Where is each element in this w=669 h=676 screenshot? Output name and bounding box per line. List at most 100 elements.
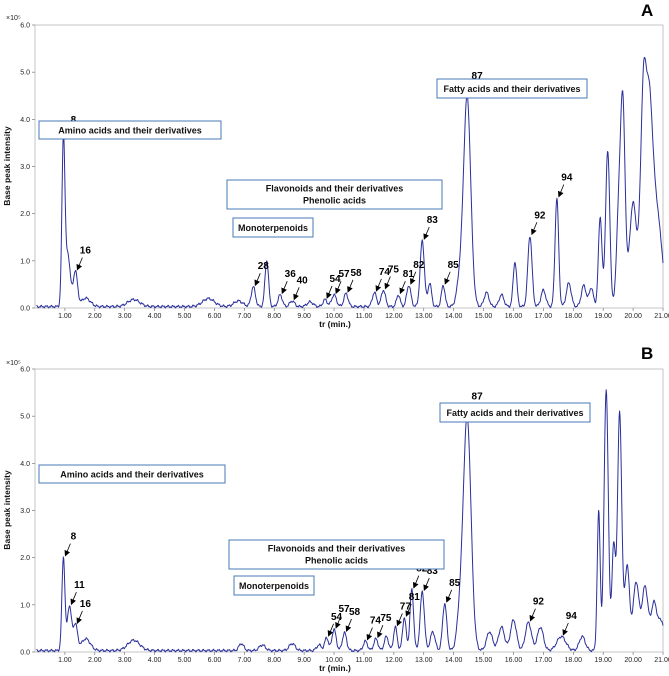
peak-94-arrow bbox=[557, 184, 565, 198]
panel-a-x-tick-label: 15.00 bbox=[475, 313, 493, 320]
peak-74-arrow bbox=[375, 278, 382, 292]
peak-57-label: 57 bbox=[338, 604, 350, 615]
panel-a-x-tick-label: 19.00 bbox=[594, 313, 612, 320]
panel-a-annotation-fatty-acids: Fatty acids and their derivatives bbox=[436, 78, 588, 99]
peak-75-arrow bbox=[377, 625, 384, 639]
panel-a-x-tick-label: 4.00 bbox=[148, 313, 162, 320]
panel-a-annotation-flavonoids: Flavonoids and their derivatives Phenoli… bbox=[226, 179, 443, 210]
panel-b-x-tick-label: 15.00 bbox=[475, 657, 493, 664]
peak-40-label: 40 bbox=[297, 275, 309, 286]
panel-b-x-axis-title: tr (min.) bbox=[319, 663, 351, 673]
panel-b-annotation-fatty-acids-text: Fatty acids and their derivatives bbox=[446, 408, 583, 418]
panel-a-x-tick-label: 18.00 bbox=[565, 313, 583, 320]
peak-8-label: 8 bbox=[71, 115, 77, 126]
peak-8-label: 8 bbox=[71, 532, 77, 543]
panel-a-annotation-phenolic-text: Phenolic acids bbox=[303, 196, 366, 206]
peak-11-arrow bbox=[70, 592, 77, 606]
peak-16-arrow bbox=[76, 610, 83, 624]
peak-54-label: 54 bbox=[331, 612, 343, 623]
panel-b-annotation-flavonoids-text: Flavonoids and their derivatives bbox=[268, 544, 406, 554]
panel-b-x-tick-label: 2.00 bbox=[88, 657, 102, 664]
panel-b: B ×10⁵ 1.00 2.00 3.00 4.00 5.00 6.00 7.00 8.00 9… bbox=[2, 344, 669, 673]
peak-94-label: 94 bbox=[561, 173, 573, 184]
panel-a-x-tick-label: 7.00 bbox=[238, 313, 252, 320]
peak-57-arrow bbox=[335, 615, 342, 629]
panel-a-x-tick-label: 12.00 bbox=[385, 313, 403, 320]
panel-a-y-tick-label: 2.0 bbox=[20, 211, 30, 218]
panel-a-x-tick-label: 1.00 bbox=[58, 313, 72, 320]
peak-74-arrow bbox=[366, 627, 373, 641]
panel-b-y-tick-label: 4.0 bbox=[20, 461, 30, 468]
panel-a-x-tick-label: 20.00 bbox=[624, 313, 642, 320]
panel-a-x-tick-label: 16.00 bbox=[505, 313, 523, 320]
panel-b-x-tick-label: 1.00 bbox=[58, 657, 72, 664]
peak-81-label: 81 bbox=[409, 592, 421, 603]
panel-a-x-tick-label: 10.00 bbox=[325, 313, 343, 320]
panel-a-x-tick-label: 11.00 bbox=[355, 313, 372, 320]
panel-a-chromatogram-trace bbox=[36, 56, 664, 309]
panel-a-x-tick-label: 13.00 bbox=[415, 313, 433, 320]
peak-77-label: 77 bbox=[400, 601, 412, 612]
peak-58-arrow bbox=[345, 618, 352, 632]
peak-57-label: 57 bbox=[338, 269, 350, 280]
panel-a-annotation-amino-acids: Amino acids and their derivatives bbox=[38, 120, 222, 140]
panel-b-peak-labels: 8111654575874757781828385879294 bbox=[64, 392, 578, 641]
panel-a-y-ticks: 0.0 1.0 2.0 3.0 4.0 5.0 6.0 bbox=[20, 23, 35, 313]
peak-92-label: 92 bbox=[534, 210, 546, 221]
panel-a-y-tick-label: 1.0 bbox=[20, 258, 30, 265]
panel-a-y-tick-label: 6.0 bbox=[20, 23, 30, 30]
peak-82-arrow bbox=[412, 575, 420, 589]
panel-b-y-tick-label: 1.0 bbox=[20, 602, 30, 609]
peak-92-label: 92 bbox=[533, 597, 545, 608]
panel-b-annotation-fatty-acids: Fatty acids and their derivatives bbox=[439, 402, 591, 423]
panel-b-x-tick-label: 13.00 bbox=[415, 657, 433, 664]
peak-58-label: 58 bbox=[349, 607, 361, 618]
peak-11-label: 11 bbox=[74, 580, 85, 591]
peak-54-label: 54 bbox=[330, 274, 342, 285]
peak-58-label: 58 bbox=[350, 268, 362, 279]
peak-94-arrow bbox=[562, 622, 569, 636]
peak-87-label: 87 bbox=[472, 392, 484, 403]
peak-54-arrow bbox=[326, 285, 333, 299]
peak-85-arrow bbox=[444, 271, 451, 285]
peak-81-label: 81 bbox=[403, 269, 415, 280]
panel-a-x-tick-label: 9.00 bbox=[297, 313, 311, 320]
peak-75-label: 75 bbox=[388, 264, 400, 275]
panel-b-y-unit: ×10⁵ bbox=[6, 360, 21, 367]
peak-85-arrow bbox=[445, 589, 453, 603]
panel-b-x-tick-label: 14.00 bbox=[445, 657, 463, 664]
peak-81-arrow bbox=[405, 603, 412, 617]
panel-a-x-tick-label: 17.00 bbox=[535, 313, 553, 320]
panel-b-y-tick-label: 0.0 bbox=[20, 650, 30, 657]
panel-b-x-tick-label: 4.00 bbox=[148, 657, 162, 664]
panel-b-x-tick-label: 11.00 bbox=[355, 657, 372, 664]
panel-a-y-tick-label: 5.0 bbox=[20, 70, 30, 77]
peak-75-label: 75 bbox=[380, 613, 392, 624]
panel-a-x-axis-title: tr (min.) bbox=[319, 319, 351, 329]
panel-a-annotation-amino-acids-text: Amino acids and their derivatives bbox=[58, 126, 202, 136]
peak-94-label: 94 bbox=[566, 611, 578, 622]
peak-36-label: 36 bbox=[285, 269, 297, 280]
peak-82-arrow bbox=[409, 271, 417, 285]
panel-b-annotation-monoterpenoids-text: Monoterpenoids bbox=[239, 581, 309, 591]
panel-b-x-tick-label: 21.00 bbox=[654, 657, 669, 664]
panel-a-x-tick-label: 3.00 bbox=[118, 313, 132, 320]
panel-b-x-tick-label: 6.00 bbox=[208, 657, 222, 664]
panel-b-x-tick-label: 10.00 bbox=[325, 657, 343, 664]
panel-b-annotation-phenolic-text: Phenolic acids bbox=[305, 556, 368, 566]
panel-a-label: A bbox=[641, 1, 653, 20]
peak-83-label: 83 bbox=[427, 566, 439, 577]
panel-b-x-tick-label: 8.00 bbox=[267, 657, 281, 664]
peak-8-arrow bbox=[64, 543, 71, 557]
peak-77-arrow bbox=[396, 613, 403, 627]
panel-b-y-tick-label: 2.0 bbox=[20, 555, 30, 562]
panel-b-y-tick-label: 5.0 bbox=[20, 414, 30, 421]
peak-74-label: 74 bbox=[379, 267, 391, 278]
peak-82-label: 82 bbox=[413, 260, 425, 271]
peak-92-arrow bbox=[531, 222, 538, 236]
peak-36-arrow bbox=[281, 281, 288, 295]
panel-a-annotation-flavonoids-text: Flavonoids and their derivatives bbox=[266, 184, 404, 194]
panel-a-x-tick-label: 14.00 bbox=[445, 313, 463, 320]
